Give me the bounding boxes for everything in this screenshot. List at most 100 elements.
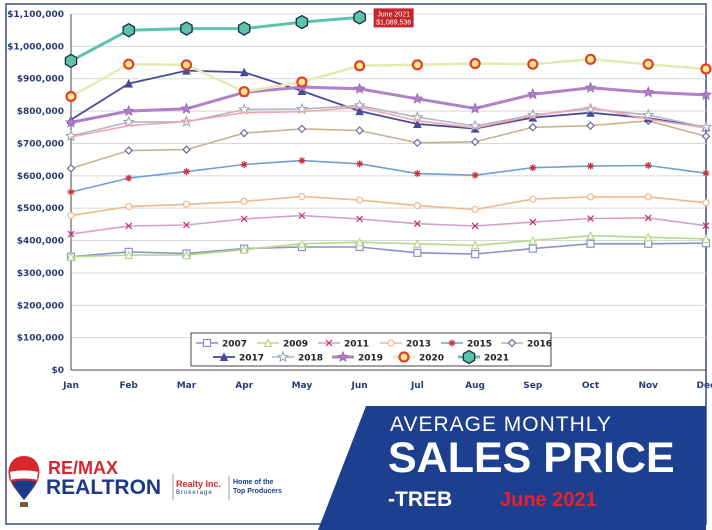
legend-label: 2013 [406,340,431,350]
x-tick-label: Dec [697,381,712,391]
data-point [66,164,76,173]
data-point [527,58,539,70]
data-point [125,202,133,211]
data-point [67,212,75,220]
series-2020 [65,53,712,103]
data-point [462,349,476,365]
y-tick-label: $1,000,000 [7,42,64,52]
x-tick-label: Mar [177,381,197,391]
data-point [470,250,480,259]
legend-label: 2016 [527,340,552,350]
x-tick-label: Apr [235,381,253,391]
data-point [644,214,652,222]
data-point [67,188,75,196]
x-tick-label: Aug [465,381,485,391]
legend-item-2015: 2015 [441,339,492,350]
x-tick-label: May [292,381,313,391]
data-point [702,169,710,177]
data-point [263,338,273,348]
series-2018 [64,99,712,142]
data-point [398,351,410,363]
data-point [507,338,517,348]
callout-line2: $1,089,536 [376,19,411,26]
x-tick-label: Jun [351,381,368,391]
balloon-basket [20,502,28,507]
data-point [413,248,422,257]
data-point [411,92,424,104]
series-line [70,159,707,193]
series-2011 [67,212,710,238]
y-tick-label: $100,000 [17,334,64,344]
data-point [183,221,190,229]
data-point [412,238,422,248]
data-point [238,86,250,98]
data-point [642,58,654,70]
data-point [526,87,539,100]
data-point [65,90,77,103]
data-point [413,170,421,178]
data-point [701,131,711,141]
legend-item-2019: 2019 [332,350,383,364]
data-point [240,215,248,223]
series-2011b [70,106,707,138]
data-point [413,119,422,129]
data-point [122,115,135,128]
y-tick-label: $200,000 [17,301,64,311]
legend-item-2017: 2017 [213,352,264,364]
data-point [411,110,424,123]
legend-label: 2015 [467,340,492,350]
data-point [353,10,366,25]
legend-item-2018: 2018 [272,350,323,364]
data-point [238,103,251,115]
series-2021 [64,10,366,69]
x-tick-label: Jan [62,381,79,391]
series-line [70,195,707,217]
data-point [642,85,655,98]
data-point [296,76,308,88]
data-point [276,350,290,363]
legend-item-2007: 2007 [196,338,247,350]
data-point [180,102,193,115]
data-point [702,199,710,207]
series-line [70,234,707,258]
data-point [587,215,594,222]
y-tick-label: $0 [51,366,64,376]
legend-label: 2020 [419,354,444,364]
data-point [469,57,481,70]
data-point [239,128,249,138]
legend-label: 2021 [484,354,509,364]
y-tick-label: $1,100,000 [7,10,64,20]
callout-june-2021: June 2021$1,089,536 [373,8,414,28]
legend-box [190,332,552,367]
balloon-bottom [12,480,36,500]
data-point [699,120,712,133]
legend-item-2021: 2021 [458,349,509,365]
y-tick-label: $800,000 [17,107,64,117]
data-point [64,53,78,69]
x-tick-label: Feb [120,381,139,391]
balloon-band [10,470,38,480]
data-point [469,102,482,114]
legend-item-2020: 2020 [393,351,444,364]
data-point [237,21,251,36]
legend-label: 2011 [344,340,369,350]
data-point [180,59,193,71]
data-point [528,235,538,245]
data-point [644,193,652,201]
series-2009 [66,230,711,261]
data-point [122,22,136,38]
legend-item-2016: 2016 [501,338,552,350]
data-point [64,129,78,142]
data-point [240,160,248,168]
y-tick-label: $300,000 [17,269,64,279]
y-tick-label: $900,000 [17,75,64,85]
data-point [471,171,479,179]
legend-label: 2009 [283,340,308,350]
callout-box [373,8,414,28]
y-tick-label: $400,000 [17,237,64,247]
series-line [70,58,707,98]
data-point [448,339,456,347]
data-point [529,195,537,203]
callout-line1: June 2021 [377,11,410,18]
legend-label: 2017 [239,354,264,364]
